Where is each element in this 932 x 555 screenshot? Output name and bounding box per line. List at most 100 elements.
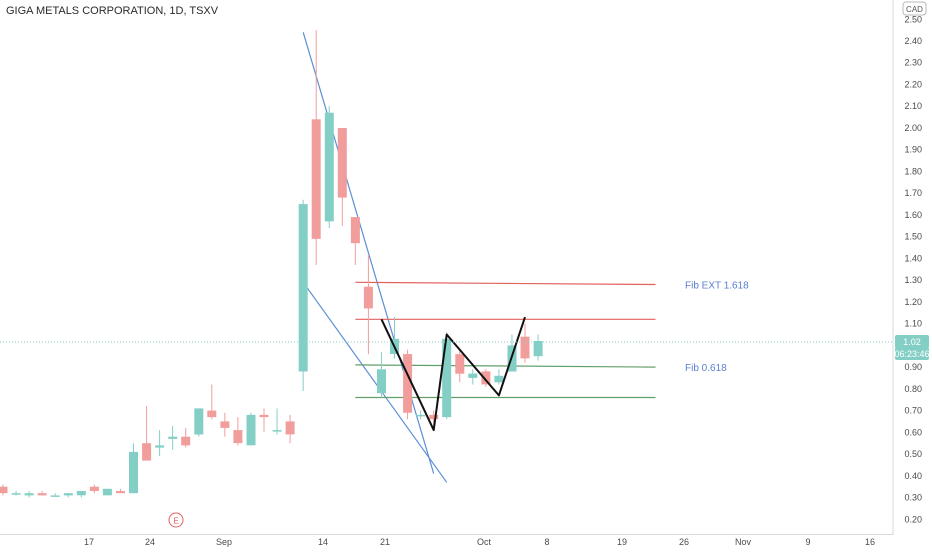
price-tick-label: 0.80 bbox=[904, 384, 922, 394]
candle bbox=[50, 493, 60, 497]
price-tick-label: 2.10 bbox=[904, 101, 922, 111]
candle-body bbox=[350, 217, 360, 244]
countdown-badge bbox=[895, 347, 929, 360]
price-axis[interactable]: 2.50 2.40 2.30 2.20 2.10 2.00 1.90 1.80 1.70 1.60… bbox=[892, 0, 927, 535]
price-tick-labels: 2.50 2.40 2.30 2.20 2.10 2.00 1.90 1.80 1.70 1.60… bbox=[904, 14, 922, 524]
time-tick-label: 24 bbox=[145, 537, 155, 547]
last-price-badge bbox=[895, 335, 929, 348]
countdown-value: 06:23:46 bbox=[894, 349, 929, 359]
candle bbox=[442, 332, 452, 420]
candle bbox=[311, 30, 321, 265]
candle-body bbox=[285, 421, 295, 435]
candle-body bbox=[220, 421, 230, 428]
candle-body bbox=[0, 486, 8, 494]
price-tick-label: 0.30 bbox=[904, 493, 922, 503]
price-tick-label: 2.50 bbox=[904, 14, 922, 24]
candles bbox=[0, 30, 543, 498]
candle bbox=[116, 488, 125, 494]
fib-ext-1618-level bbox=[355, 281, 656, 286]
candle bbox=[0, 484, 8, 496]
price-tick-label: 1.50 bbox=[904, 232, 922, 242]
candle-body bbox=[481, 371, 491, 385]
candle bbox=[259, 408, 269, 433]
price-tick-label: 1.30 bbox=[904, 275, 922, 285]
candle bbox=[11, 491, 21, 496]
candle bbox=[155, 430, 165, 457]
candle bbox=[129, 443, 138, 494]
candle-body bbox=[455, 354, 465, 374]
candle-body bbox=[533, 341, 543, 357]
candle bbox=[142, 406, 152, 461]
candle-body bbox=[37, 493, 47, 496]
candle bbox=[533, 334, 543, 361]
candle-body bbox=[233, 430, 243, 444]
fib-ext-label: Fib EXT 1.618 bbox=[685, 281, 749, 292]
candle-body bbox=[76, 491, 86, 496]
fib-618-label: Fib 0.618 bbox=[685, 363, 727, 374]
time-tick-label: Sep bbox=[216, 537, 232, 547]
w-pattern bbox=[380, 316, 526, 432]
candle bbox=[416, 410, 426, 420]
candle-body bbox=[337, 128, 347, 198]
candle bbox=[246, 412, 256, 446]
candle bbox=[285, 414, 295, 444]
candle bbox=[403, 349, 413, 420]
candle-body bbox=[142, 443, 152, 461]
candle-body bbox=[324, 112, 334, 222]
time-tick-label: Nov bbox=[735, 537, 752, 547]
fib-labels: Fib EXT 1.618 Fib 0.618 bbox=[685, 281, 749, 375]
price-tick-label: 1.60 bbox=[904, 210, 922, 220]
currency-badge[interactable] bbox=[902, 1, 927, 16]
candle bbox=[76, 491, 86, 498]
candle-body bbox=[377, 369, 386, 394]
time-tick-label: Oct bbox=[477, 537, 492, 547]
time-tick-label: 21 bbox=[380, 537, 390, 547]
falling-trendline bbox=[302, 32, 435, 474]
earnings-marker-label: E bbox=[173, 517, 178, 526]
candle-body bbox=[102, 488, 112, 496]
price-tick-label: 2.20 bbox=[904, 80, 922, 90]
candle-body bbox=[63, 493, 73, 496]
candle bbox=[168, 425, 178, 450]
candle-body bbox=[24, 493, 34, 496]
price-tick-label: 2.40 bbox=[904, 36, 922, 46]
candle-body bbox=[207, 410, 217, 418]
time-axis[interactable]: 17 24 Sep 14 21 Oct 8 19 26 Nov 9 16 bbox=[0, 534, 893, 548]
price-tick-label: 1.70 bbox=[904, 188, 922, 198]
candle bbox=[63, 493, 73, 498]
time-tick-label: 8 bbox=[544, 537, 549, 547]
chart-title: GIGA METALS CORPORATION, 1D, TSXV bbox=[6, 5, 219, 17]
fib-0618-level bbox=[355, 364, 656, 368]
candle bbox=[207, 384, 217, 420]
candle bbox=[298, 199, 308, 391]
price-tick-label: 1.20 bbox=[904, 297, 922, 307]
candle-body bbox=[194, 408, 204, 435]
price-tick-label: 0.60 bbox=[904, 427, 922, 437]
price-tick-label: 1.80 bbox=[904, 166, 922, 176]
earnings-marker-icon[interactable] bbox=[168, 512, 184, 528]
candle-body bbox=[116, 491, 125, 494]
candle bbox=[337, 128, 347, 226]
price-tick-label: 0.90 bbox=[904, 362, 922, 372]
price-tick-label: 0.50 bbox=[904, 449, 922, 459]
price-tick-label: 1.40 bbox=[904, 253, 922, 263]
price-tick-label: 0.20 bbox=[904, 514, 922, 524]
time-tick-label: 9 bbox=[805, 537, 810, 547]
candle bbox=[220, 412, 230, 437]
candle bbox=[494, 369, 504, 385]
last-price-value: 1.02 bbox=[903, 337, 921, 347]
candle-body bbox=[416, 414, 426, 417]
candle-body bbox=[442, 338, 452, 418]
candle-body bbox=[494, 375, 504, 383]
candle bbox=[377, 351, 386, 398]
price-tick-label: 2.30 bbox=[904, 58, 922, 68]
candle bbox=[455, 349, 465, 383]
candle bbox=[272, 408, 282, 435]
candle-body bbox=[246, 414, 256, 446]
candle-body bbox=[311, 119, 321, 239]
candle bbox=[233, 417, 243, 446]
candle-body bbox=[429, 414, 439, 420]
time-tick-label: 26 bbox=[679, 537, 689, 547]
